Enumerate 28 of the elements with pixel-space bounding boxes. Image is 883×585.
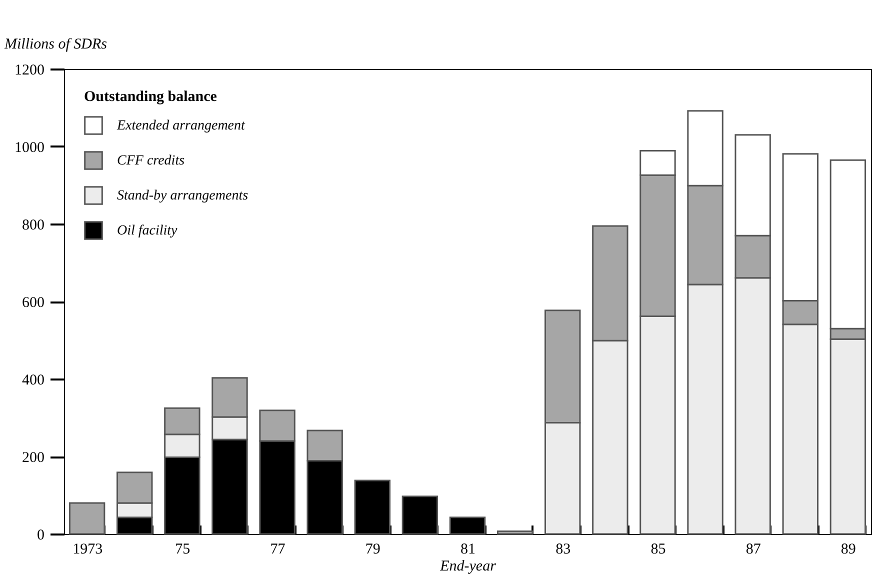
y-tick-label: 400: [22, 372, 44, 388]
x-axis-title: End-year: [439, 558, 496, 574]
x-tick-label: 75: [175, 542, 190, 558]
bar: [68, 502, 106, 535]
bar: [449, 516, 486, 535]
legend-label: Stand-by arrangements: [117, 188, 249, 204]
y-tick-label: 0: [37, 528, 44, 544]
legend-label: Extended arrangement: [116, 118, 246, 134]
bar: [354, 480, 390, 535]
y-tick-label: 1200: [14, 62, 44, 78]
legend-title: Outstanding balance: [84, 89, 218, 105]
y-tick-label: 600: [22, 295, 44, 311]
y-tick-label: 1000: [14, 140, 44, 156]
x-tick-label: 85: [650, 542, 666, 558]
y-tick-label: 800: [22, 218, 44, 234]
legend-label: Oil facility: [117, 224, 178, 238]
x-tick-label: 1973: [72, 542, 103, 558]
x-tick-label: 79: [365, 542, 380, 558]
x-tick-label: 87: [746, 542, 762, 558]
x-tick-label: 83: [556, 542, 571, 558]
x-tick-label: 89: [840, 542, 856, 558]
bar: [496, 530, 534, 535]
y-axis-title: Millions of SDRs: [4, 36, 108, 52]
x-tick-label: 81: [460, 542, 476, 558]
x-tick-label: 77: [270, 542, 286, 558]
bar: [402, 496, 438, 535]
y-tick-label: 200: [22, 450, 44, 466]
legend-label: CFF credits: [117, 154, 186, 168]
